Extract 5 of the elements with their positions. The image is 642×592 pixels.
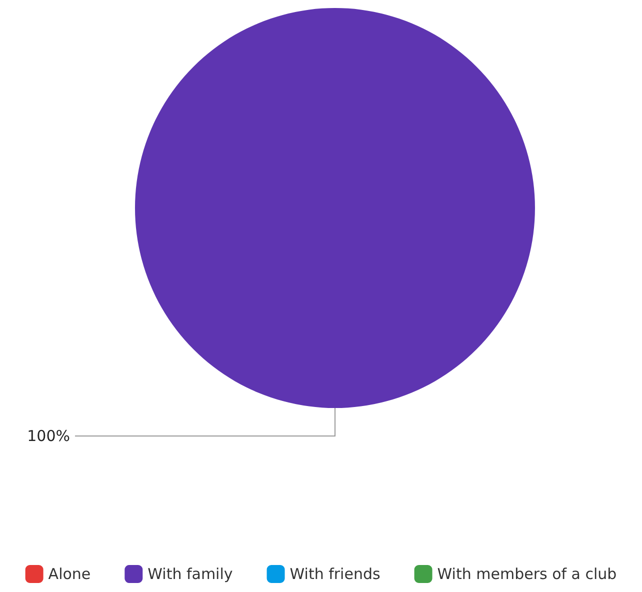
legend-label: With family bbox=[148, 565, 233, 583]
legend-label: Alone bbox=[48, 565, 91, 583]
data-label: 100% bbox=[27, 427, 70, 445]
legend-label: With friends bbox=[290, 565, 380, 583]
legend-label: With members of a club bbox=[437, 565, 617, 583]
